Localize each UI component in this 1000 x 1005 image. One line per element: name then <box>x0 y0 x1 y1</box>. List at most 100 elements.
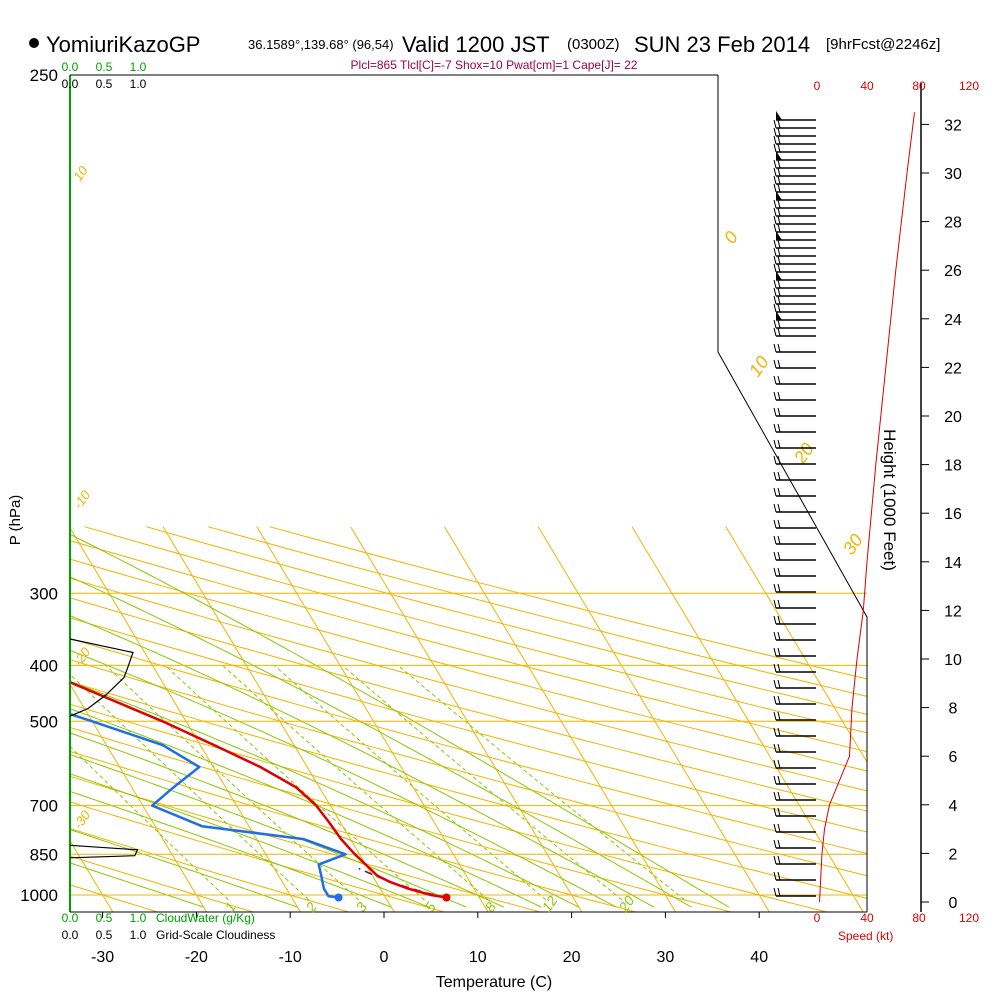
wind-barb-feather <box>773 695 777 705</box>
wind-barb <box>773 519 816 529</box>
isotherm-label: -10 <box>70 487 94 512</box>
speed-tick-label-bottom: 40 <box>860 911 874 925</box>
wind-barb-feather <box>773 743 777 753</box>
zulu-time: (0300Z) <box>567 36 620 53</box>
wind-barb-feather <box>777 167 781 177</box>
wind-barb-feather <box>773 303 777 313</box>
wind-barb-feather <box>773 663 777 673</box>
moist-adiabat-line <box>70 649 617 908</box>
wind-barb-feather <box>773 207 777 217</box>
height-tick-label: 2 <box>949 846 958 863</box>
wind-barb-feather <box>773 159 777 169</box>
wind-barb-feather <box>777 303 781 313</box>
wind-barb-feather <box>777 391 781 401</box>
wind-speed-line <box>819 112 915 903</box>
wind-barb <box>773 775 816 785</box>
wind-barb-feather <box>777 519 781 529</box>
wind-barb <box>773 119 816 129</box>
cloudiness-title: Grid-Scale Cloudiness <box>156 928 275 942</box>
wind-barb <box>773 711 816 721</box>
height-tick-label: 4 <box>949 798 958 815</box>
height-tick-label: 16 <box>944 506 962 523</box>
pressure-tick-label: 850 <box>30 845 58 864</box>
wind-barb <box>776 191 816 201</box>
wind-barb <box>773 247 816 257</box>
wind-barb <box>773 807 816 817</box>
wind-barb-feather <box>777 567 781 577</box>
station-coords: 36.1589°,139.68° (96,54) <box>248 37 394 52</box>
isotherm-line <box>256 526 489 912</box>
dry-adiabat-line <box>269 526 867 680</box>
dry-adiabat-line <box>70 540 867 753</box>
x-tick-label: 0 <box>380 949 389 966</box>
speed-tick-label-bottom: 0 <box>814 911 821 925</box>
surface-temperature-marker <box>442 893 451 902</box>
wind-barb <box>773 359 816 369</box>
wind-barb <box>773 391 816 401</box>
wind-barb <box>776 111 816 121</box>
cloudiness-profile <box>69 638 134 717</box>
moist-adiabat-line <box>70 732 505 908</box>
x-tick-label: -10 <box>279 949 302 966</box>
wind-barb-feather <box>773 599 777 609</box>
wind-barb <box>773 295 816 305</box>
x-tick-label: 30 <box>657 949 675 966</box>
wind-barb-feather <box>777 319 781 329</box>
wind-barb <box>773 407 816 417</box>
wind-barb-feather <box>777 823 781 833</box>
cloud-water-tick-bottom: 0.0 <box>62 911 79 925</box>
dry-adiabat-line <box>70 659 867 877</box>
isotherm-line <box>162 526 395 912</box>
speed-tick-label-top: 80 <box>912 79 926 93</box>
speed-tick-label-bottom: 120 <box>959 911 979 925</box>
wind-barb-feather <box>773 135 777 145</box>
wind-barb <box>776 271 816 281</box>
isotherm-label: 10 <box>745 352 773 380</box>
wind-barb-feather <box>773 279 777 289</box>
moist-adiabat-line <box>70 576 692 908</box>
dry-adiabat-line <box>70 577 867 792</box>
wind-barb-feather <box>777 807 781 817</box>
wind-barb <box>773 615 816 625</box>
wind-barb-feather <box>777 599 781 609</box>
wind-barb <box>773 567 816 577</box>
cloud-water-profile <box>69 844 139 859</box>
wind-barb <box>773 871 816 881</box>
wind-barb-feather <box>777 327 781 337</box>
wind-barb-feather <box>773 503 777 513</box>
temperature-line <box>70 680 447 899</box>
moist-adiabat-line <box>70 790 392 908</box>
wind-barb <box>773 855 816 865</box>
mixing-ratio-line <box>222 665 489 901</box>
wind-barb <box>773 599 816 609</box>
isotherm-label: 10 <box>70 163 91 184</box>
wind-barb-feather <box>773 679 777 689</box>
wind-barb-feather <box>777 423 781 433</box>
wind-barb-feather <box>773 327 777 337</box>
cloud-water-tick-bottom: 0.5 <box>96 911 113 925</box>
wind-barb-feather <box>773 775 777 785</box>
dry-adiabat-line <box>70 726 734 912</box>
wind-barb-feather <box>773 471 777 481</box>
moist-adiabat-line <box>70 753 467 908</box>
wind-barb-feather <box>773 791 777 801</box>
wind-barb-feather <box>773 727 777 737</box>
isotherm-line <box>70 839 114 912</box>
wind-barb-feather <box>773 807 777 817</box>
wind-barb-feather <box>777 279 781 289</box>
wind-barb-feather <box>773 127 777 137</box>
wind-barb <box>773 223 816 233</box>
wind-barb <box>773 471 816 481</box>
dry-adiabat-line <box>70 681 867 899</box>
wind-barb-feather <box>773 175 777 185</box>
wind-barb-feather <box>773 615 777 625</box>
wind-barb-feather <box>777 199 781 209</box>
wind-barb-feather <box>777 407 781 417</box>
wind-barb-feather <box>773 535 777 545</box>
wind-barb-feather <box>777 631 781 641</box>
wind-barb-feather <box>773 823 777 833</box>
valid-date: SUN 23 Feb 2014 <box>634 32 810 57</box>
height-tick-label: 30 <box>944 166 962 183</box>
cloud-water-tick-top: 0.0 <box>62 60 79 74</box>
